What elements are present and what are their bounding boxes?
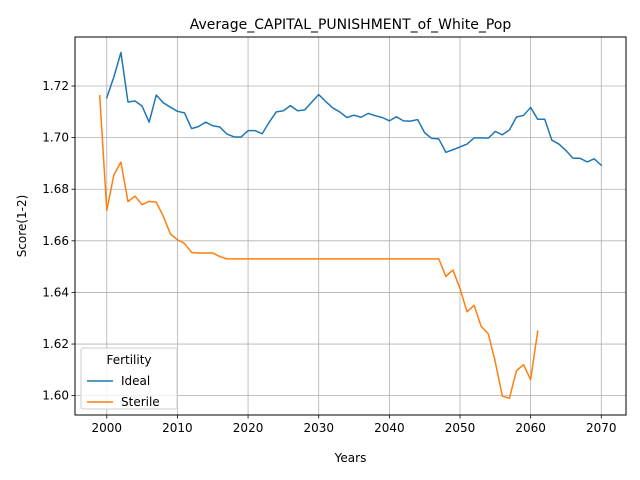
x-axis: 2000 2010 2020 2030 2040 2050 2060 2070 — [92, 415, 617, 435]
plot-frame — [74, 36, 627, 416]
y-tick-label: 1.68 — [42, 182, 69, 196]
x-tick-label: 2010 — [162, 421, 193, 435]
x-axis-title: Years — [334, 451, 367, 465]
y-tick-label: 1.70 — [42, 131, 69, 145]
x-tick-label: 2000 — [92, 421, 123, 435]
series-layer — [98, 51, 603, 399]
y-axis: 1.60 1.62 1.64 1.66 1.68 1.70 1.72 — [42, 79, 75, 403]
legend-title: Fertility — [106, 353, 151, 367]
x-tick-label: 2020 — [233, 421, 264, 435]
y-tick-label: 1.60 — [42, 389, 69, 403]
legend-items: Ideal Sterile — [87, 374, 160, 409]
y-tick-label: 1.66 — [42, 234, 69, 248]
legend-box — [80, 347, 178, 410]
y-tick-label: 1.72 — [42, 79, 69, 93]
y-tick-label: 1.64 — [42, 285, 69, 299]
y-axis-title: Score(1-2) — [15, 195, 29, 258]
x-tick-label: 2070 — [586, 421, 617, 435]
x-tick-label: 2050 — [445, 421, 476, 435]
chart-title: Average_CAPITAL_PUNISHMENT_of_White_Pop — [190, 17, 512, 33]
legend-label-sterile: Sterile — [121, 395, 160, 409]
series-line-sterile — [98, 95, 539, 399]
legend: Fertility Ideal Sterile — [80, 347, 178, 410]
x-tick-label: 2060 — [515, 421, 546, 435]
legend-label-ideal: Ideal — [121, 374, 150, 388]
x-tick-label: 2040 — [374, 421, 405, 435]
series-line-ideal — [105, 51, 603, 167]
x-tick-label: 2030 — [303, 421, 334, 435]
y-tick-label: 1.62 — [42, 337, 69, 351]
